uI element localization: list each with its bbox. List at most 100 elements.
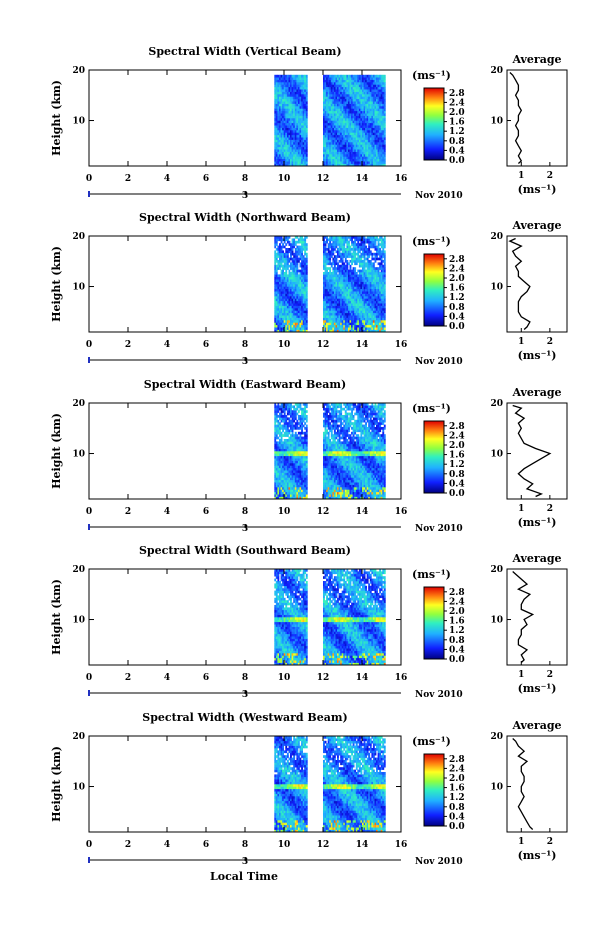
heatmap-cell — [280, 439, 283, 442]
heatmap-cell — [305, 142, 308, 145]
heatmap-cell — [280, 487, 283, 490]
heatmap-cell — [383, 296, 386, 299]
heatmap-cell — [296, 122, 299, 126]
heatmap-cell — [304, 240, 307, 244]
heatmap-cell — [368, 269, 371, 273]
heatmap-cell — [297, 103, 300, 107]
heatmap-cell — [382, 284, 385, 287]
heatmap-cell — [302, 310, 305, 314]
heatmap-cell — [288, 115, 291, 119]
heatmap-cell — [280, 467, 283, 471]
heatmap-cell — [357, 329, 360, 333]
heatmap-cell — [368, 106, 371, 109]
heatmap-cell — [351, 262, 353, 266]
heatmap-cell — [290, 82, 292, 85]
heatmap-cell — [368, 279, 371, 282]
heatmap-cell — [275, 132, 278, 136]
heatmap-cell — [337, 103, 339, 107]
heatmap-cell — [343, 86, 346, 90]
heatmap-cell — [344, 151, 347, 155]
heatmap-cell — [382, 291, 385, 294]
heatmap-cell — [348, 79, 350, 83]
heatmap-cell — [340, 77, 343, 80]
heatmap-cell — [352, 267, 355, 270]
heatmap-cell — [326, 77, 328, 80]
heatmap-cell — [296, 74, 299, 78]
heatmap-cell — [355, 144, 358, 148]
heatmap-cell — [291, 142, 294, 145]
heatmap-cell — [383, 82, 386, 85]
heatmap-cell — [363, 139, 366, 143]
heatmap-cell — [285, 264, 288, 268]
heatmap-cell — [274, 106, 277, 109]
heatmap-cell — [280, 264, 283, 268]
heatmap-cell — [344, 293, 347, 297]
heatmap-cell — [327, 156, 330, 160]
heatmap-cell — [338, 158, 341, 162]
heatmap-cell — [372, 74, 375, 78]
heatmap-cell — [275, 161, 278, 164]
heatmap-cell — [282, 103, 284, 107]
heatmap-cell — [280, 415, 283, 418]
heatmap-cell — [377, 305, 380, 309]
heatmap-cell — [363, 296, 366, 299]
colorbar-tick-label: 2.8 — [449, 255, 465, 265]
heatmap-cell — [277, 132, 280, 136]
heatmap-cell — [382, 329, 385, 333]
heatmap-cell — [363, 303, 366, 306]
heatmap-cell — [335, 274, 338, 278]
heatmap-cell — [291, 96, 294, 100]
heatmap-cell — [297, 248, 300, 251]
heatmap-cell — [279, 146, 281, 150]
heatmap-cell — [280, 496, 283, 500]
heatmap-cell — [383, 115, 386, 119]
heatmap-cell — [304, 308, 307, 311]
heatmap-cell — [372, 134, 375, 138]
heatmap-cell — [291, 74, 294, 78]
heatmap-cell — [372, 96, 375, 100]
heatmap-cell — [351, 132, 353, 136]
heatmap-cell — [294, 315, 297, 318]
heatmap-cell — [371, 305, 374, 309]
heatmap-cell — [291, 89, 294, 92]
heatmap-cell — [341, 243, 344, 246]
heatmap-cell — [285, 484, 288, 488]
heatmap-cell — [357, 327, 360, 330]
heatmap-cell — [302, 110, 305, 114]
heatmap-cell — [280, 472, 283, 476]
avg-x-tick-label: 1 — [518, 171, 524, 181]
heatmap-cell — [371, 324, 374, 328]
heatmap-cell — [288, 139, 291, 143]
heatmap-cell — [357, 113, 360, 116]
heatmap-cell — [274, 412, 277, 416]
heatmap-cell — [344, 122, 347, 126]
heatmap-cell — [352, 91, 355, 95]
heatmap-cell — [279, 144, 281, 148]
heatmap-cell — [372, 310, 375, 314]
heatmap-cell — [351, 96, 353, 100]
heatmap-cell — [346, 156, 349, 160]
heatmap-cell — [358, 96, 361, 100]
heatmap-cell — [383, 308, 386, 311]
heatmap-cell — [382, 77, 385, 80]
heatmap-cell — [337, 262, 339, 266]
heatmap-cell — [301, 158, 303, 162]
heatmap-cell — [299, 255, 302, 258]
heatmap-cell — [326, 115, 328, 119]
heatmap-cell — [348, 86, 350, 90]
heatmap-cell — [324, 272, 327, 275]
heatmap-cell — [380, 310, 383, 314]
heatmap-cell — [365, 127, 367, 131]
heatmap-cell — [329, 89, 332, 92]
heatmap-cell — [279, 132, 281, 136]
heatmap-cell — [369, 151, 372, 155]
heatmap-cell — [323, 264, 325, 268]
heatmap-cell — [363, 84, 366, 88]
heatmap-cell — [288, 163, 291, 167]
heatmap-cell — [293, 84, 296, 88]
heatmap-cell — [365, 257, 367, 261]
heatmap-cell — [360, 310, 363, 314]
heatmap-cell — [338, 84, 341, 88]
heatmap-cell — [297, 312, 300, 316]
heatmap-cell — [297, 122, 300, 126]
